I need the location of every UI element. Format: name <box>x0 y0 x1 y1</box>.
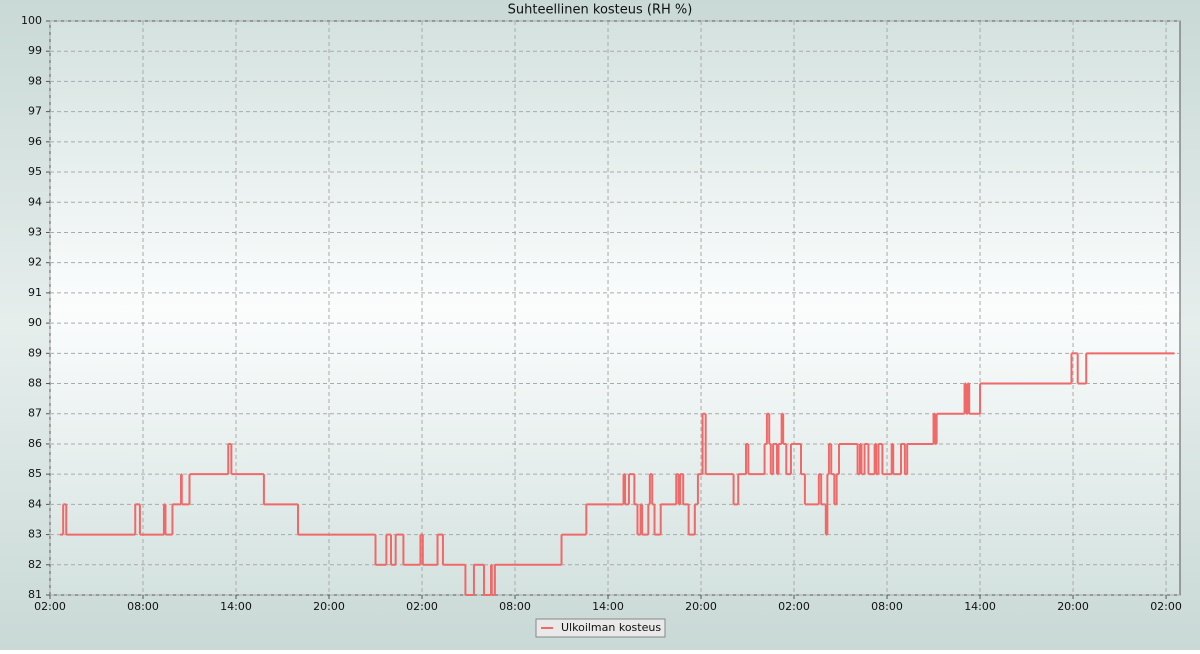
y-tick-label: 93 <box>28 225 42 238</box>
y-tick-label: 97 <box>28 105 42 118</box>
x-tick-label: 14:00 <box>964 600 996 613</box>
y-tick-label: 89 <box>28 346 42 359</box>
x-tick-label: 08:00 <box>127 600 159 613</box>
end-point <box>1172 352 1175 355</box>
y-tick-label: 85 <box>28 467 42 480</box>
y-tick-label: 84 <box>28 497 42 510</box>
y-tick-label: 99 <box>28 44 42 57</box>
x-tick-label: 02:00 <box>1150 600 1182 613</box>
y-tick-label: 100 <box>21 14 42 27</box>
y-tick-label: 86 <box>28 437 42 450</box>
x-tick-label: 02:00 <box>34 600 66 613</box>
x-tick-label: 02:00 <box>406 600 438 613</box>
y-tick-label: 91 <box>28 286 42 299</box>
y-tick-label: 83 <box>28 528 42 541</box>
x-tick-label: 14:00 <box>592 600 624 613</box>
x-tick-label: 02:00 <box>778 600 810 613</box>
y-tick-label: 98 <box>28 74 42 87</box>
chart-title: Suhteellinen kosteus (RH %) <box>508 3 693 18</box>
y-tick-label: 95 <box>28 165 42 178</box>
legend-label: Ulkoilman kosteus <box>561 621 661 634</box>
y-tick-label: 88 <box>28 377 42 390</box>
x-tick-label: 14:00 <box>220 600 252 613</box>
plot-area <box>49 20 1181 596</box>
y-tick-label: 96 <box>28 135 42 148</box>
y-tick-label: 82 <box>28 558 42 571</box>
x-tick-label: 20:00 <box>1057 600 1089 613</box>
y-tick-label: 92 <box>28 256 42 269</box>
y-tick-label: 94 <box>28 195 42 208</box>
x-tick-label: 20:00 <box>685 600 717 613</box>
x-tick-label: 08:00 <box>499 600 531 613</box>
y-tick-label: 81 <box>28 588 42 601</box>
legend <box>535 618 666 638</box>
y-tick-label: 90 <box>28 316 42 329</box>
x-tick-label: 20:00 <box>313 600 345 613</box>
x-tick-label: 08:00 <box>871 600 903 613</box>
y-tick-label: 87 <box>28 407 42 420</box>
